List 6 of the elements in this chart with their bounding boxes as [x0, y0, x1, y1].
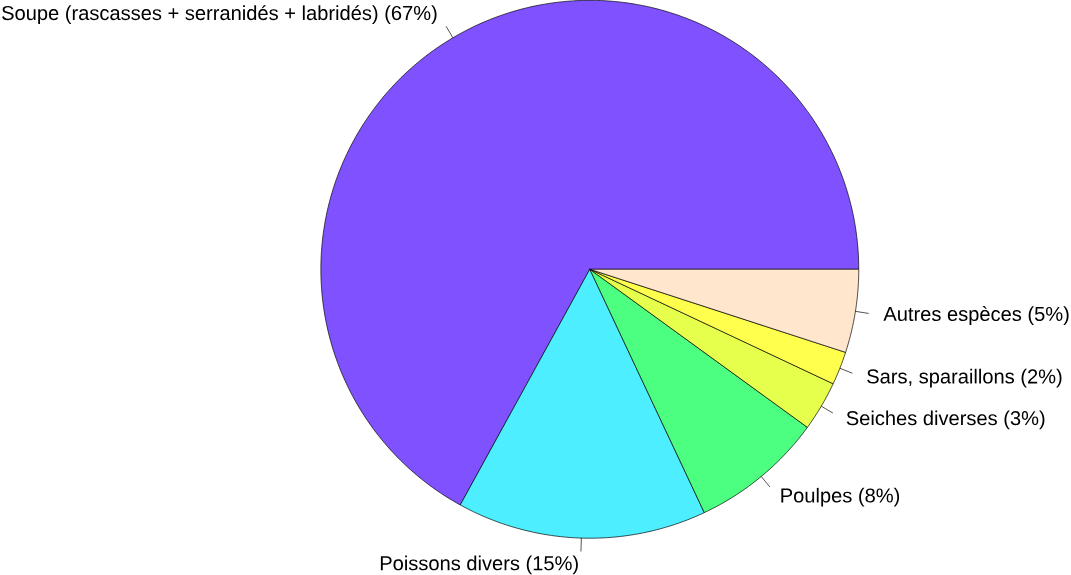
- slice-label: Sars, sparaillons (2%): [867, 368, 1062, 388]
- slice-label: Poissons divers (15%): [380, 555, 578, 575]
- slice-label: Poulpes (8%): [781, 487, 900, 507]
- slice-label: Autres espèces (5%): [883, 305, 1069, 325]
- slice-label: Soupe (rascasses + serranidés + labridés) (67%): [2, 4, 437, 24]
- slice-label: Seiches diverses (3%): [846, 410, 1045, 430]
